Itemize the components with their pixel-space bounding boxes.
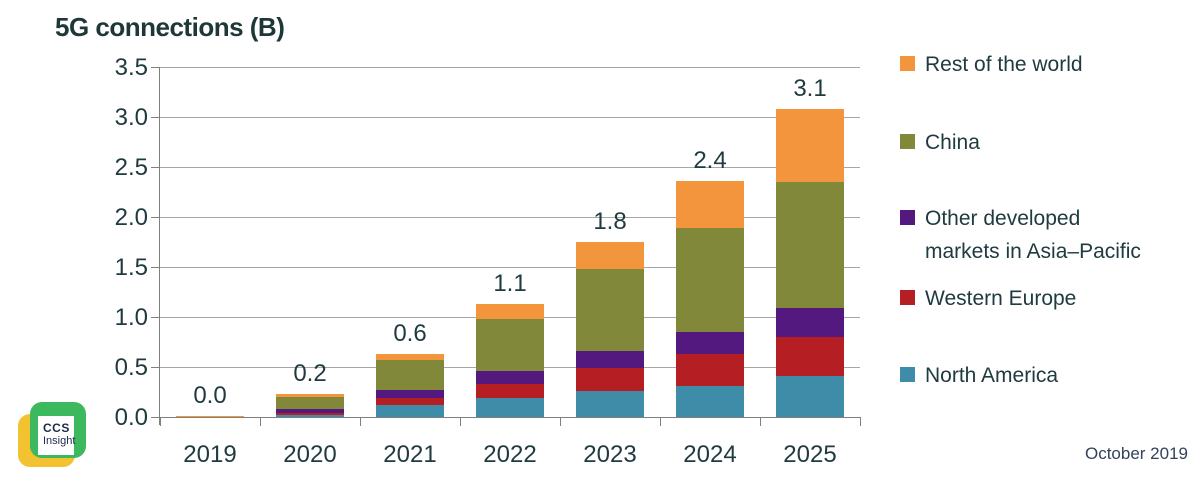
plot-area: 0.0 0.2 0.6 1.1 1.8 2.4 3.1 bbox=[151, 67, 861, 426]
bar-total-label: 0.0 bbox=[193, 382, 227, 409]
bar-segment-2020 bbox=[276, 415, 344, 417]
x-axis-label: 2025 bbox=[783, 441, 837, 468]
legend-item: North America bbox=[900, 359, 1058, 392]
y-axis-label: 2.0 bbox=[114, 204, 148, 231]
bar-segment-2025 bbox=[776, 337, 844, 376]
x-axis-tick bbox=[560, 418, 561, 426]
y-axis-label: 0.5 bbox=[114, 354, 148, 381]
bar-segment-2022 bbox=[476, 398, 544, 417]
x-axis-tick bbox=[860, 418, 861, 426]
y-axis-tick bbox=[151, 217, 159, 218]
bar-segment-2021 bbox=[376, 405, 444, 417]
gridline bbox=[160, 67, 860, 68]
x-axis-tick bbox=[160, 418, 161, 426]
bar-segment-2019 bbox=[176, 416, 244, 417]
legend-swatch bbox=[900, 367, 915, 382]
ccs-insight-logo: CCS Insight bbox=[18, 400, 88, 470]
gridline bbox=[160, 167, 860, 168]
bar-segment-2021 bbox=[376, 390, 444, 398]
y-axis-tick bbox=[151, 267, 159, 268]
y-axis-tick bbox=[151, 417, 159, 418]
y-axis-tick bbox=[151, 367, 159, 368]
x-axis-tick bbox=[760, 418, 761, 426]
bar-segment-2024 bbox=[676, 181, 744, 228]
bar-segment-2024 bbox=[676, 386, 744, 417]
y-axis-label: 3.0 bbox=[114, 104, 148, 131]
y-axis-line bbox=[159, 67, 160, 425]
bar-segment-2021 bbox=[376, 354, 444, 360]
bar-segment-2020 bbox=[276, 413, 344, 415]
gridline bbox=[160, 117, 860, 118]
bar-segment-2020 bbox=[276, 409, 344, 413]
date-note: October 2019 bbox=[1084, 444, 1188, 463]
y-axis-tick bbox=[151, 67, 159, 68]
bar-segment-2025 bbox=[776, 109, 844, 182]
x-axis-label: 2021 bbox=[383, 441, 437, 468]
logo-white-square: CCS Insight bbox=[38, 416, 76, 455]
bar-segment-2020 bbox=[276, 397, 344, 409]
legend-item: China bbox=[900, 126, 980, 159]
bar-total-label: 2.4 bbox=[693, 147, 727, 174]
legend-label: Other developed markets in Asia–Pacific bbox=[925, 207, 1141, 263]
legend-swatch bbox=[900, 290, 915, 305]
x-axis-label: 2023 bbox=[583, 441, 637, 468]
legend-label: China bbox=[925, 131, 980, 154]
bar-segment-2022 bbox=[476, 304, 544, 319]
y-axis-label: 1.5 bbox=[114, 254, 148, 281]
bar-total-label: 1.1 bbox=[493, 270, 527, 297]
bar-segment-2025 bbox=[776, 376, 844, 417]
legend-item: Rest of the world bbox=[900, 48, 1083, 81]
bar-total-label: 0.2 bbox=[293, 360, 327, 387]
legend-swatch bbox=[900, 210, 915, 225]
gridline bbox=[160, 217, 860, 218]
logo-text-insight: Insight bbox=[43, 435, 76, 447]
gridline bbox=[160, 267, 860, 268]
x-axis-tick bbox=[260, 418, 261, 426]
legend-label: Rest of the world bbox=[925, 53, 1083, 76]
bar-total-label: 1.8 bbox=[593, 208, 627, 235]
y-axis-label: 1.0 bbox=[114, 304, 148, 331]
bar-segment-2023 bbox=[576, 351, 644, 368]
bar-segment-2022 bbox=[476, 384, 544, 398]
logo-text-ccs: CCS bbox=[43, 421, 70, 435]
bar-segment-2024 bbox=[676, 332, 744, 354]
legend-item: Other developed markets in Asia–Pacific bbox=[900, 202, 1141, 268]
bar-segment-2022 bbox=[476, 371, 544, 384]
bar-total-label: 3.1 bbox=[793, 75, 827, 102]
bar-segment-2021 bbox=[376, 398, 444, 405]
legend-label: North America bbox=[925, 364, 1059, 387]
x-axis-label: 2022 bbox=[483, 441, 537, 468]
y-axis-tick bbox=[151, 317, 159, 318]
x-axis-tick bbox=[360, 418, 361, 426]
bar-segment-2023 bbox=[576, 269, 644, 351]
x-axis-tick bbox=[460, 418, 461, 426]
x-axis-label: 2020 bbox=[283, 441, 337, 468]
bar-segment-2023 bbox=[576, 391, 644, 417]
legend-swatch bbox=[900, 134, 915, 149]
bar-segment-2022 bbox=[476, 319, 544, 371]
x-axis-line bbox=[160, 417, 861, 418]
legend-item: Western Europe bbox=[900, 282, 1076, 315]
legend-swatch bbox=[900, 56, 915, 71]
bar-segment-2021 bbox=[376, 360, 444, 390]
x-axis-label: 2024 bbox=[683, 441, 737, 468]
bar-segment-2023 bbox=[576, 242, 644, 269]
bar-segment-2024 bbox=[676, 354, 744, 386]
y-axis-label: 3.5 bbox=[114, 54, 148, 81]
legend-label: Western Europe bbox=[925, 287, 1077, 310]
y-axis-label: 2.5 bbox=[114, 154, 148, 181]
x-axis-label: 2019 bbox=[183, 441, 237, 468]
y-axis-label: 0.0 bbox=[114, 404, 148, 431]
y-axis-tick bbox=[151, 117, 159, 118]
bar-segment-2023 bbox=[576, 368, 644, 391]
bar-segment-2025 bbox=[776, 308, 844, 337]
bar-segment-2024 bbox=[676, 228, 744, 332]
bar-segment-2025 bbox=[776, 182, 844, 308]
bar-segment-2020 bbox=[276, 394, 344, 397]
y-axis-tick bbox=[151, 167, 159, 168]
bar-total-label: 0.6 bbox=[393, 320, 427, 347]
x-axis-tick bbox=[660, 418, 661, 426]
chart-title: 5G connections (B) bbox=[55, 12, 285, 42]
